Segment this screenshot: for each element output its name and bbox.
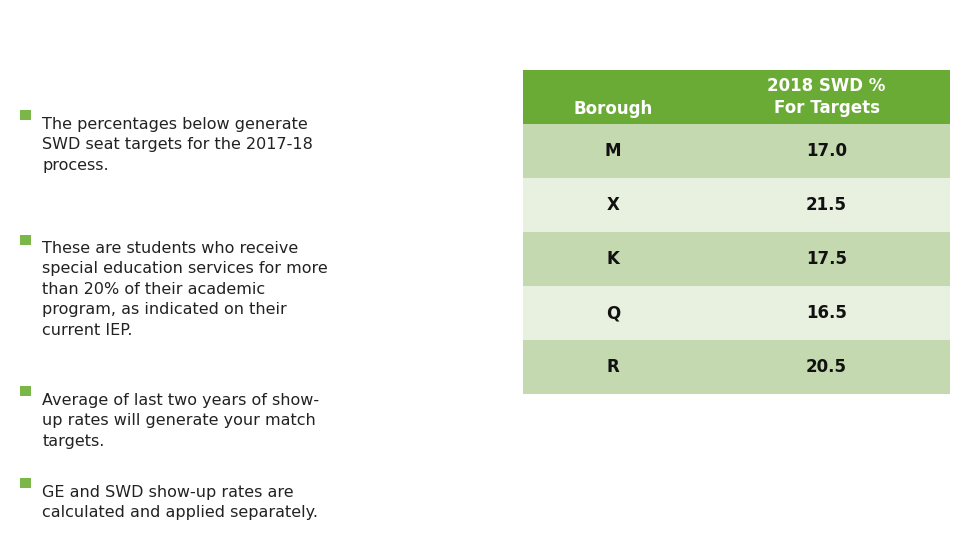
Text: R: R <box>607 358 619 376</box>
Text: Q: Q <box>606 304 620 322</box>
Text: GE and SWD show-up rates are
calculated and applied separately.: GE and SWD show-up rates are calculated … <box>42 485 319 520</box>
FancyBboxPatch shape <box>523 124 950 178</box>
FancyBboxPatch shape <box>523 340 950 394</box>
Text: These are students who receive
special education services for more
than 20% of t: These are students who receive special e… <box>42 241 328 338</box>
FancyBboxPatch shape <box>523 178 950 232</box>
FancyBboxPatch shape <box>523 232 950 286</box>
Text: 20.5: 20.5 <box>806 358 847 376</box>
Text: 21.5: 21.5 <box>806 196 847 214</box>
Text: The percentages below generate
SWD seat targets for the 2017-18
process.: The percentages below generate SWD seat … <box>42 117 313 172</box>
Text: Average of last two years of show-
up rates will generate your match
targets.: Average of last two years of show- up ra… <box>42 393 320 449</box>
FancyBboxPatch shape <box>20 478 31 489</box>
Text: 16.5: 16.5 <box>806 304 847 322</box>
FancyBboxPatch shape <box>20 386 31 396</box>
Text: X: X <box>607 196 619 214</box>
Text: Borough: Borough <box>573 100 653 118</box>
FancyBboxPatch shape <box>523 70 950 124</box>
FancyBboxPatch shape <box>523 286 950 340</box>
Text: 17.0: 17.0 <box>806 142 847 160</box>
Text: 2018 SWD Targets: 2018 SWD Targets <box>17 25 447 68</box>
FancyBboxPatch shape <box>20 234 31 245</box>
Text: K: K <box>607 250 619 268</box>
Text: 2018 SWD %
For Targets: 2018 SWD % For Targets <box>767 77 886 117</box>
FancyBboxPatch shape <box>20 110 31 120</box>
Text: 17.5: 17.5 <box>806 250 847 268</box>
Text: M: M <box>605 142 621 160</box>
